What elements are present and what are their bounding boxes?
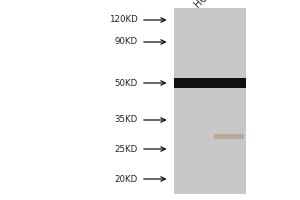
Text: 50KD: 50KD [115,78,138,88]
Text: 25KD: 25KD [115,144,138,154]
Bar [214,134,244,139]
Bar [174,78,246,88]
Text: 20KD: 20KD [115,174,138,184]
Text: 90KD: 90KD [115,38,138,46]
Text: 35KD: 35KD [115,116,138,124]
Text: HGC27: HGC27 [192,0,224,9]
Text: 120KD: 120KD [109,16,138,24]
Bar [174,8,246,194]
